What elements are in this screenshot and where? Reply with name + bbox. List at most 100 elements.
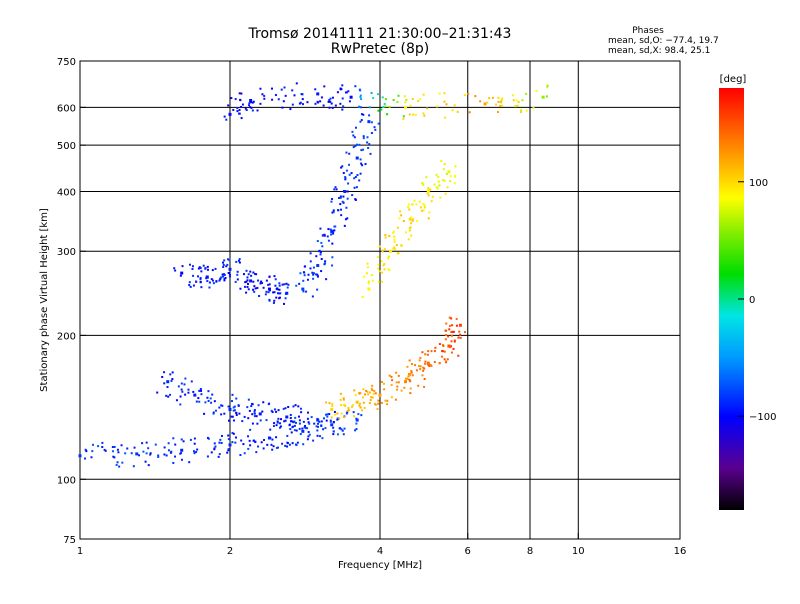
data-point (514, 105, 517, 108)
data-point (258, 412, 262, 416)
data-point (371, 384, 374, 387)
data-point (367, 287, 371, 291)
data-point (377, 122, 380, 125)
data-point (252, 271, 255, 274)
data-point (339, 195, 342, 198)
data-point (228, 112, 232, 116)
data-point (386, 113, 389, 116)
data-point (341, 84, 344, 87)
data-point (299, 101, 302, 104)
data-point (272, 291, 275, 294)
data-point (451, 324, 454, 327)
data-point (425, 176, 428, 179)
data-point (307, 421, 310, 424)
data-point (345, 412, 348, 415)
data-point (294, 416, 297, 419)
data-point (250, 101, 253, 104)
data-point (274, 94, 277, 97)
data-point (452, 330, 455, 333)
data-point (271, 411, 274, 414)
data-point (247, 398, 250, 401)
data-point (212, 412, 215, 415)
data-point (211, 279, 214, 282)
data-point (331, 405, 334, 408)
data-point (368, 143, 371, 146)
data-point (366, 266, 369, 269)
data-point (295, 284, 298, 287)
data-point (205, 275, 209, 279)
data-point (396, 252, 399, 255)
data-point (343, 189, 347, 193)
data-point (223, 412, 226, 415)
data-point (316, 275, 319, 278)
data-point (262, 447, 265, 450)
data-point (319, 227, 322, 230)
data-point (387, 255, 390, 258)
data-point (282, 407, 285, 410)
data-point (355, 422, 358, 425)
data-points (78, 82, 549, 468)
data-point (381, 271, 384, 274)
data-point (261, 93, 264, 96)
data-point (418, 200, 421, 203)
data-point (376, 256, 379, 259)
data-point (295, 444, 298, 447)
data-point (383, 268, 386, 271)
data-point (233, 419, 236, 422)
data-point (316, 100, 319, 103)
data-point (408, 229, 411, 232)
data-point (302, 271, 305, 274)
data-point (458, 323, 462, 327)
data-point (271, 448, 274, 451)
data-point (228, 267, 232, 271)
data-point (381, 249, 384, 252)
data-point (409, 372, 412, 375)
data-point (273, 408, 276, 411)
data-point (195, 400, 198, 403)
data-point (397, 252, 400, 255)
data-point (312, 277, 315, 280)
data-point (154, 443, 157, 446)
data-point (149, 453, 152, 456)
data-point (308, 422, 311, 425)
data-point (278, 288, 281, 291)
data-point (192, 284, 195, 287)
data-point (345, 169, 348, 172)
data-point (78, 454, 82, 458)
data-point (288, 423, 291, 426)
data-point (382, 106, 385, 109)
data-point (408, 208, 411, 211)
data-point (231, 431, 234, 434)
data-point (334, 104, 337, 107)
data-point (189, 285, 192, 288)
data-point (426, 189, 430, 193)
data-point (412, 218, 415, 221)
data-point (312, 439, 315, 442)
data-point (366, 390, 369, 393)
data-point (133, 446, 136, 449)
data-point (247, 273, 250, 276)
data-point (297, 415, 300, 418)
data-point (449, 180, 452, 183)
data-point (260, 280, 263, 283)
data-point (342, 416, 345, 419)
data-point (427, 187, 430, 190)
data-point (344, 91, 347, 94)
data-point (173, 267, 176, 270)
data-point (275, 410, 278, 413)
data-point (369, 399, 372, 402)
data-point (193, 452, 196, 455)
data-point (436, 187, 439, 190)
data-point (311, 295, 314, 298)
data-point (352, 146, 355, 149)
data-point (438, 92, 441, 95)
x-axis-label: Frequency [MHz] (338, 560, 422, 571)
data-point (227, 448, 230, 451)
data-point (222, 263, 225, 266)
data-point (347, 407, 350, 410)
data-point (238, 258, 241, 261)
data-point (424, 360, 427, 363)
data-point (339, 196, 342, 199)
data-point (457, 336, 460, 339)
data-point (285, 282, 288, 285)
